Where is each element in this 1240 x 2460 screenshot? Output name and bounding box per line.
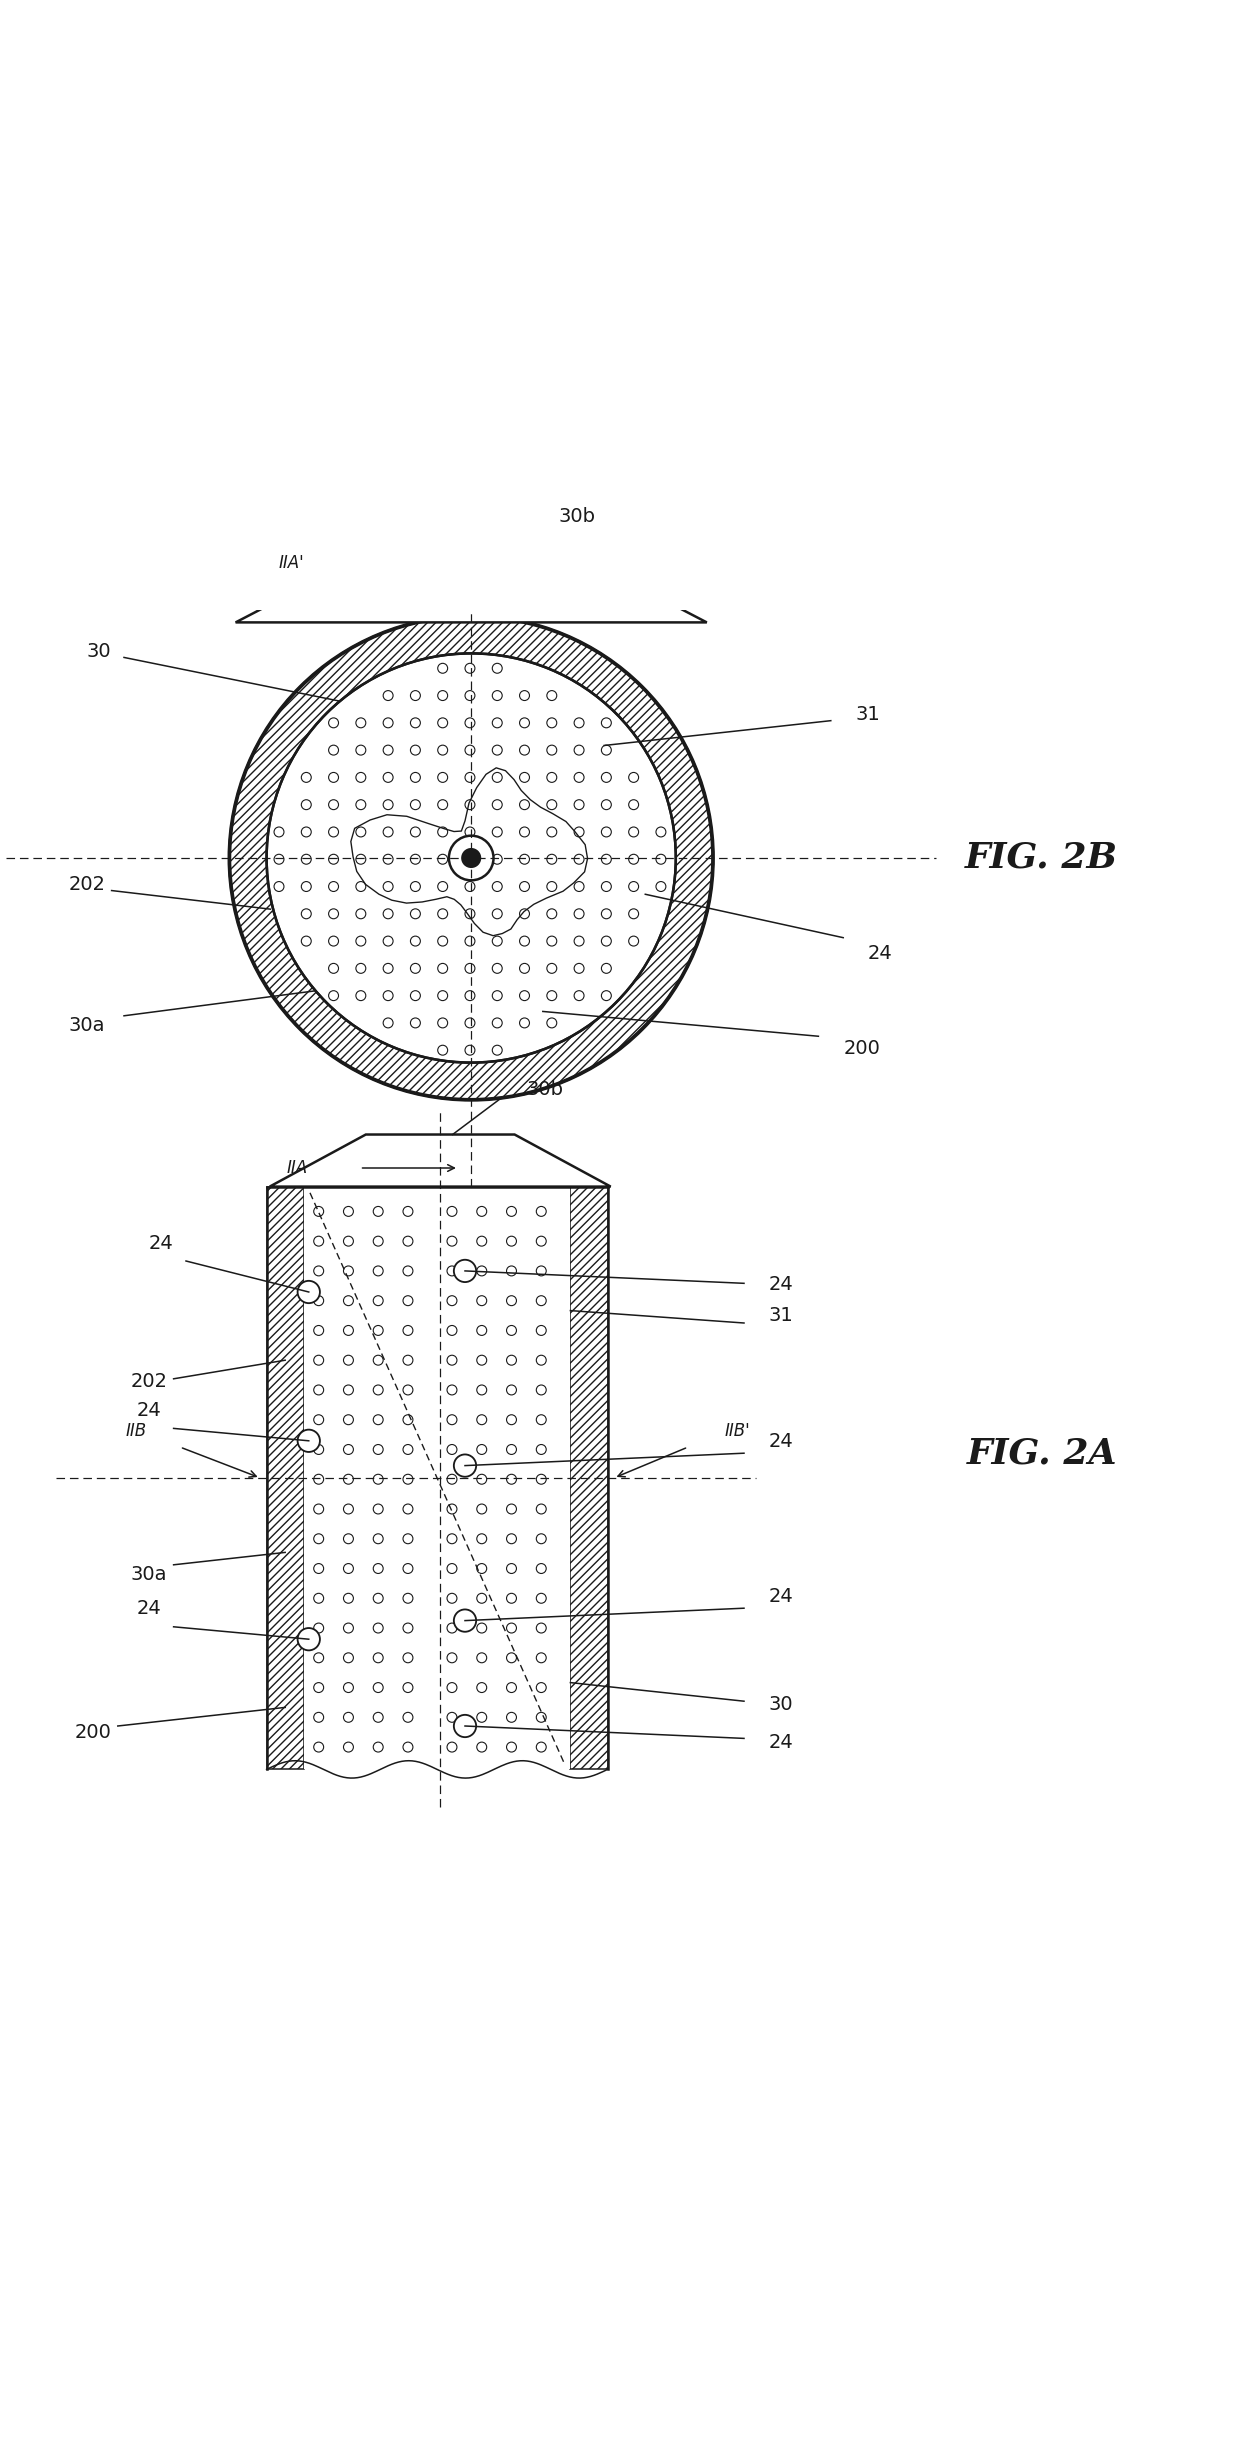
- Text: 30: 30: [87, 642, 112, 662]
- Wedge shape: [229, 615, 713, 1100]
- Circle shape: [454, 1260, 476, 1282]
- Text: 24: 24: [769, 1432, 794, 1451]
- Text: 30a: 30a: [130, 1565, 167, 1584]
- Text: 30a: 30a: [68, 1016, 105, 1036]
- Text: 30: 30: [769, 1695, 794, 1715]
- Text: FIG. 2A: FIG. 2A: [966, 1437, 1117, 1471]
- Polygon shape: [570, 1186, 608, 1769]
- Circle shape: [461, 849, 481, 868]
- Text: 30b: 30b: [558, 507, 595, 526]
- Text: 200: 200: [74, 1724, 112, 1742]
- Text: IIA': IIA': [279, 554, 304, 571]
- Polygon shape: [270, 1134, 611, 1186]
- Text: IIB': IIB': [725, 1422, 750, 1439]
- Circle shape: [298, 1429, 320, 1451]
- Circle shape: [298, 1282, 320, 1304]
- Text: 31: 31: [769, 1306, 794, 1323]
- Text: 24: 24: [136, 1599, 161, 1619]
- Text: 200: 200: [843, 1038, 880, 1058]
- Circle shape: [229, 615, 713, 1100]
- Text: 24: 24: [769, 1734, 794, 1752]
- Text: 24: 24: [769, 1587, 794, 1606]
- Polygon shape: [236, 568, 707, 622]
- Text: 202: 202: [68, 876, 105, 893]
- Text: 202: 202: [130, 1373, 167, 1392]
- Polygon shape: [267, 1186, 304, 1769]
- Text: IIA: IIA: [286, 1159, 309, 1176]
- Circle shape: [454, 1715, 476, 1737]
- Text: FIG. 2B: FIG. 2B: [965, 841, 1118, 876]
- Circle shape: [454, 1609, 476, 1631]
- Text: 30b: 30b: [527, 1080, 564, 1100]
- Circle shape: [449, 836, 494, 881]
- Text: IIB: IIB: [125, 1422, 148, 1439]
- Text: 24: 24: [149, 1232, 174, 1252]
- Text: 24: 24: [769, 1274, 794, 1294]
- Text: 24: 24: [868, 945, 893, 964]
- Circle shape: [298, 1629, 320, 1651]
- Polygon shape: [304, 1186, 570, 1769]
- Text: 31: 31: [856, 706, 880, 723]
- Circle shape: [454, 1454, 476, 1476]
- Text: 24: 24: [136, 1402, 161, 1419]
